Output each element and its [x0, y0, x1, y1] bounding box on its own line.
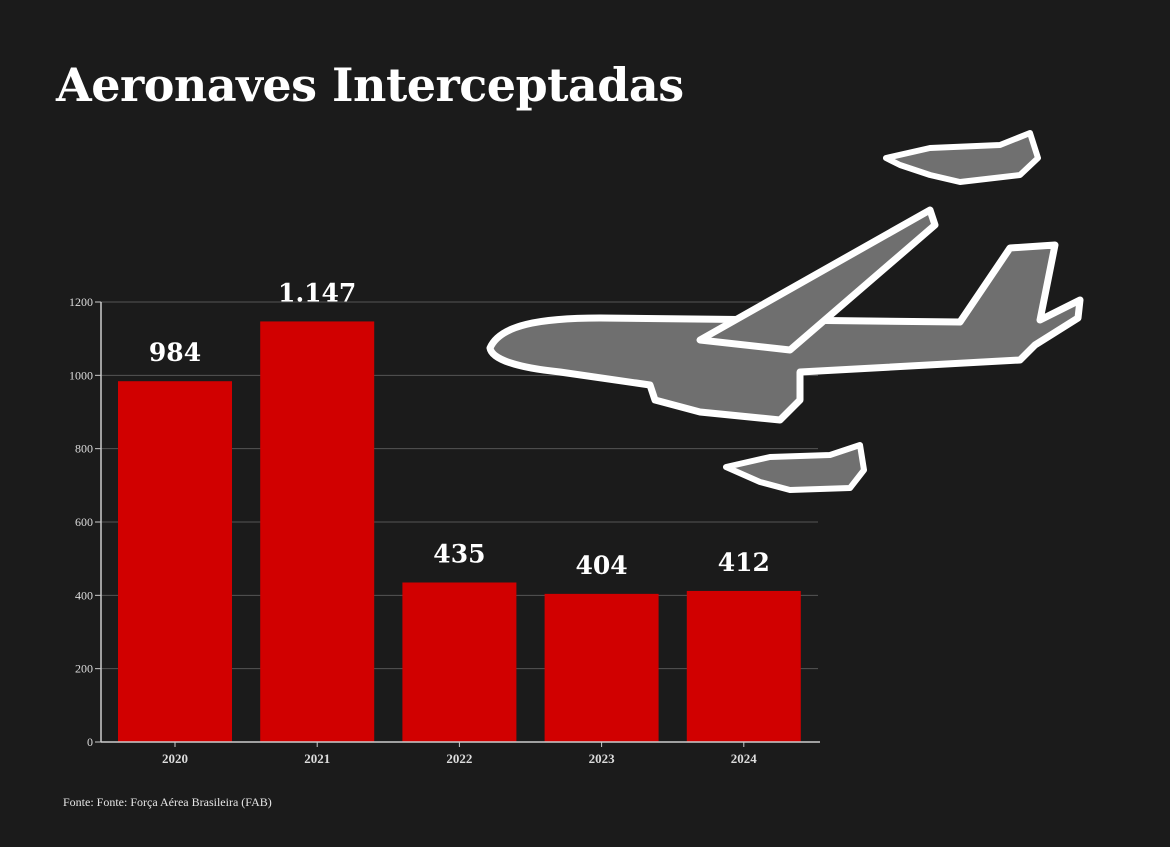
y-tick-label: 0 — [87, 735, 93, 749]
bar-2024 — [686, 590, 801, 742]
x-tick-label: 2020 — [162, 751, 188, 766]
data-label: 984 — [149, 338, 201, 367]
y-tick-label: 600 — [75, 515, 93, 529]
bar-2023 — [544, 593, 659, 742]
bar-2022 — [402, 582, 517, 742]
data-label: 404 — [576, 551, 628, 580]
bar-2021 — [260, 321, 375, 742]
y-tick-label: 1200 — [69, 295, 93, 309]
x-tick-label: 2021 — [304, 751, 330, 766]
chart-title: Aeronaves Interceptadas — [56, 58, 684, 112]
x-tick-label: 2022 — [446, 751, 472, 766]
data-label: 435 — [433, 540, 485, 569]
data-label: 1.147 — [278, 278, 356, 307]
y-tick-label: 400 — [75, 588, 93, 602]
y-tick-label: 1000 — [69, 368, 93, 382]
bar-2020 — [118, 381, 232, 742]
source-note: Fonte: Fonte: Força Aérea Brasileira (FA… — [63, 795, 272, 809]
y-tick-label: 800 — [75, 442, 93, 456]
airliner-icon — [486, 206, 1084, 424]
fighter-jet-icon — [723, 130, 1041, 493]
y-tick-label: 200 — [75, 662, 93, 676]
data-label: 412 — [718, 548, 770, 577]
x-tick-label: 2023 — [589, 751, 616, 766]
x-tick-label: 2024 — [731, 751, 758, 766]
